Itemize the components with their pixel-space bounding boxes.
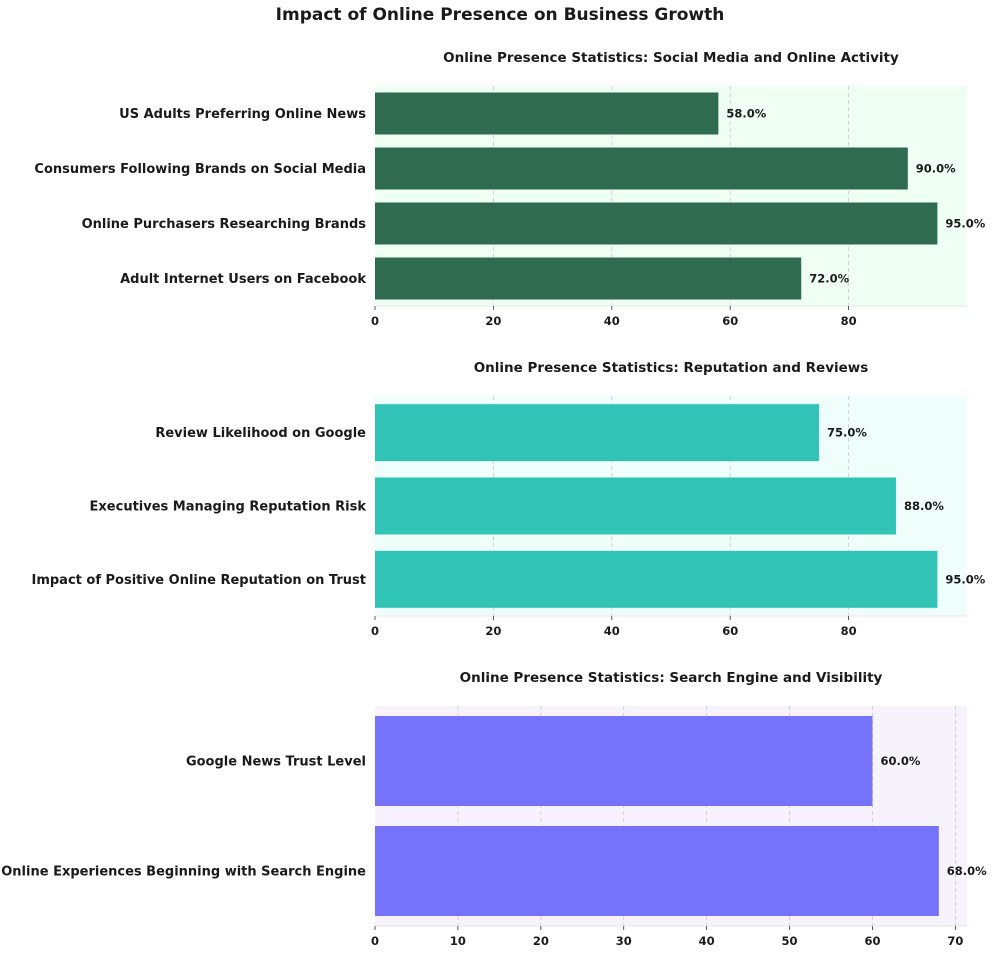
- x-tick-label: 80: [841, 624, 857, 638]
- value-label: 58.0%: [726, 107, 766, 121]
- category-label: Executives Managing Reputation Risk: [90, 500, 367, 515]
- x-tick-label: 40: [604, 314, 620, 328]
- x-tick-label: 80: [841, 314, 857, 328]
- bar: [375, 550, 938, 608]
- value-label: 95.0%: [945, 217, 985, 231]
- x-tick-label: 30: [616, 934, 632, 948]
- x-tick-label: 60: [864, 934, 880, 948]
- value-label: 60.0%: [880, 754, 920, 768]
- bar: [375, 477, 896, 535]
- x-tick-label: 40: [604, 624, 620, 638]
- bar: [375, 826, 939, 916]
- x-tick-label: 0: [371, 934, 379, 948]
- x-tick-label: 60: [722, 624, 738, 638]
- bar: [375, 404, 819, 462]
- value-label: 95.0%: [945, 572, 985, 586]
- x-tick-label: 0: [371, 314, 379, 328]
- x-tick-label: 40: [699, 934, 715, 948]
- value-label: 90.0%: [916, 162, 956, 176]
- category-label: Google News Trust Level: [186, 755, 366, 770]
- panel-title: Online Presence Statistics: Reputation a…: [474, 360, 869, 376]
- x-tick-label: 70: [947, 934, 963, 948]
- x-tick-label: 20: [533, 934, 549, 948]
- category-label: Online Experiences Beginning with Search…: [1, 865, 366, 880]
- x-tick-label: 20: [485, 624, 501, 638]
- x-tick-label: 0: [371, 624, 379, 638]
- x-tick-label: 60: [722, 314, 738, 328]
- category-label: Online Purchasers Researching Brands: [82, 217, 367, 232]
- category-label: US Adults Preferring Online News: [119, 107, 366, 122]
- category-label: Adult Internet Users on Facebook: [120, 272, 366, 287]
- figure-title: Impact of Online Presence on Business Gr…: [275, 5, 725, 25]
- value-label: 72.0%: [809, 272, 849, 286]
- bar: [375, 92, 719, 135]
- bar: [375, 257, 802, 300]
- category-label: Consumers Following Brands on Social Med…: [34, 162, 366, 177]
- x-tick-label: 50: [782, 934, 798, 948]
- value-label: 88.0%: [904, 499, 944, 513]
- category-label: Impact of Positive Online Reputation on …: [31, 573, 366, 588]
- bar: [375, 147, 908, 190]
- x-tick-label: 20: [485, 314, 501, 328]
- bar: [375, 716, 873, 806]
- value-label: 68.0%: [947, 864, 987, 878]
- x-tick-label: 10: [450, 934, 466, 948]
- panel-title: Online Presence Statistics: Search Engin…: [460, 670, 883, 686]
- bar: [375, 202, 938, 245]
- value-label: 75.0%: [827, 426, 867, 440]
- panel-title: Online Presence Statistics: Social Media…: [443, 50, 899, 66]
- category-label: Review Likelihood on Google: [155, 426, 366, 441]
